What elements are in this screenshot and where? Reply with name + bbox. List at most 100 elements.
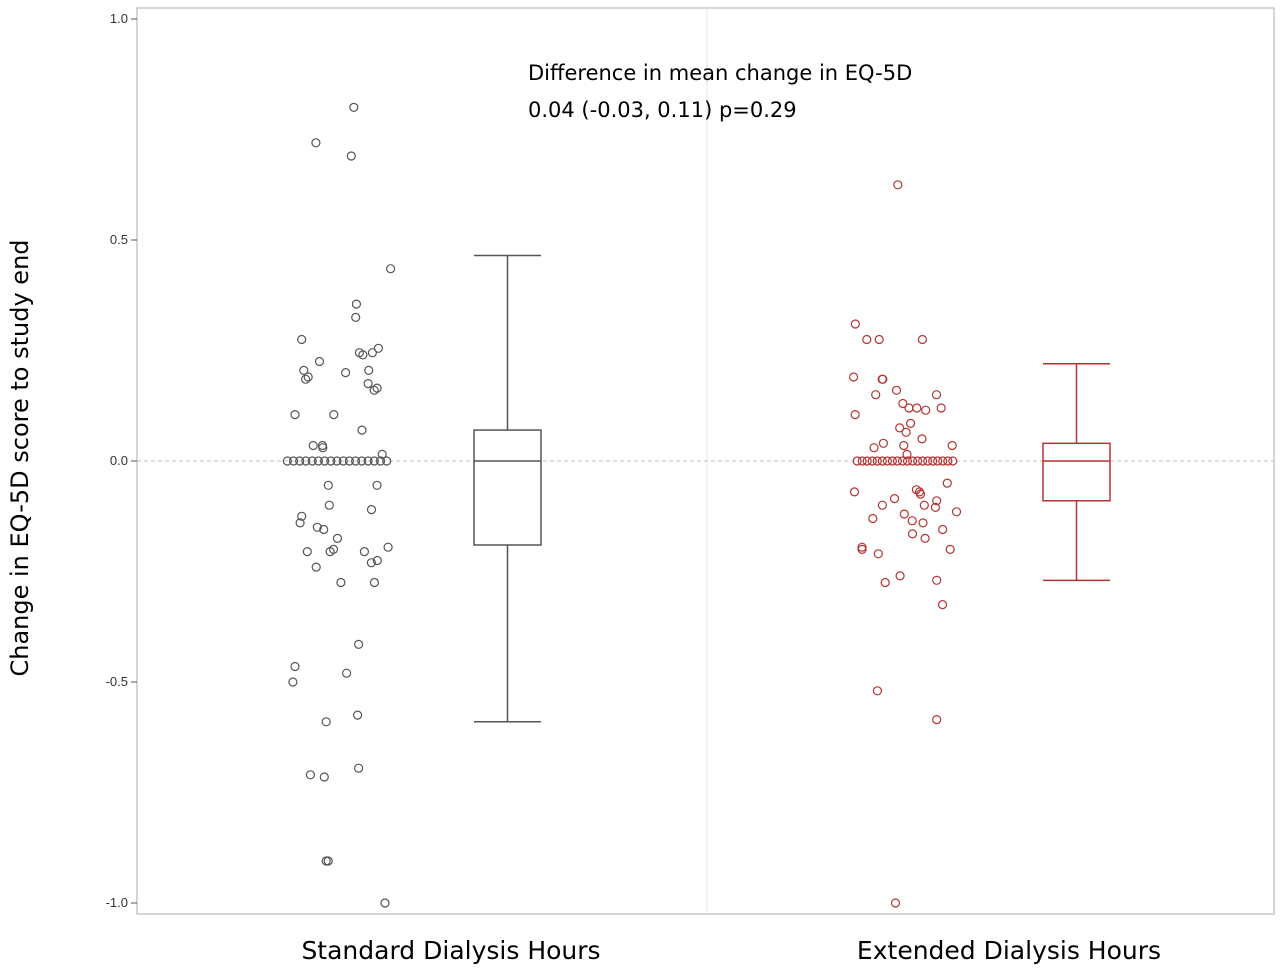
category-label-extended: Extended Dialysis Hours: [857, 936, 1161, 965]
data-point: [907, 529, 918, 539]
data-point: [341, 368, 351, 378]
data-point: [898, 398, 908, 409]
data-point: [382, 456, 392, 466]
data-point: [358, 350, 368, 360]
data-point: [375, 456, 386, 466]
data-point: [877, 456, 887, 466]
data-point: [919, 500, 929, 510]
data-point: [902, 449, 912, 459]
data-point: [877, 500, 888, 510]
data-point: [326, 456, 336, 466]
data-point: [917, 334, 928, 345]
data-point: [324, 500, 334, 510]
data-point: [288, 677, 298, 687]
data-point: [921, 405, 931, 415]
data-point: [369, 577, 379, 588]
data-point: [311, 562, 321, 572]
data-point: [290, 661, 300, 672]
data-point: [923, 456, 933, 466]
data-point: [880, 577, 890, 588]
data-point: [349, 102, 359, 113]
data-point: [344, 456, 354, 466]
data-point: [857, 456, 867, 466]
data-point: [363, 379, 373, 389]
data-point: [332, 456, 342, 466]
data-point: [862, 456, 872, 466]
data-point: [366, 505, 377, 515]
data-point: [363, 456, 373, 466]
data-point: [899, 509, 909, 519]
data-point: [904, 403, 914, 413]
data-point: [288, 456, 299, 466]
data-point: [897, 456, 908, 466]
data-point: [320, 456, 330, 466]
data-point: [380, 898, 390, 908]
data-point: [912, 403, 922, 413]
data-point: [336, 577, 346, 588]
data-point: [369, 456, 379, 466]
data-point: [313, 456, 323, 466]
data-point: [872, 456, 882, 466]
data-point: [301, 374, 311, 384]
data-point: [868, 513, 878, 524]
y-tick-label: -0.5: [106, 674, 128, 689]
data-point: [377, 449, 387, 459]
data-point: [878, 438, 889, 448]
data-point: [308, 440, 318, 451]
annotation-line-1: Difference in mean change in EQ-5D: [528, 61, 912, 85]
data-point: [948, 456, 958, 466]
data-point: [372, 383, 382, 393]
data-point: [366, 558, 376, 568]
data-point: [290, 410, 300, 420]
data-point: [372, 555, 382, 566]
data-point: [899, 440, 909, 451]
data-point: [928, 456, 938, 466]
data-point: [318, 443, 328, 453]
data-point: [373, 343, 383, 353]
data-point: [937, 599, 948, 610]
standard-dialysis-group: [282, 102, 542, 908]
data-point: [890, 898, 901, 908]
data-point: [932, 496, 942, 506]
data-point: [359, 546, 369, 557]
data-point: [367, 348, 377, 358]
data-point: [943, 456, 953, 466]
data-point: [915, 489, 926, 499]
data-point: [332, 533, 343, 544]
data-point: [319, 524, 329, 535]
data-point: [869, 443, 879, 453]
data-point: [354, 763, 364, 773]
y-tick-label: 1.0: [110, 11, 128, 26]
data-point: [902, 456, 913, 466]
data-point: [873, 549, 883, 559]
data-point: [874, 334, 884, 345]
category-label-standard: Standard Dialysis Hours: [301, 936, 600, 965]
data-point: [947, 440, 957, 451]
data-point: [932, 714, 942, 725]
extended-dialysis-group: [848, 180, 1111, 908]
data-point: [892, 456, 903, 466]
data-point: [938, 456, 948, 466]
data-point: [346, 151, 356, 161]
data-point: [862, 334, 872, 345]
data-point: [321, 717, 331, 727]
data-point: [297, 334, 307, 345]
data-point: [301, 456, 311, 466]
data-point: [302, 546, 312, 557]
data-point: [905, 418, 916, 428]
data-point: [895, 423, 905, 433]
interquartile-box: [1042, 442, 1111, 502]
data-point: [907, 516, 917, 526]
data-point: [295, 518, 305, 528]
data-point: [895, 571, 905, 581]
data-point: [354, 639, 364, 650]
interquartile-box: [473, 429, 542, 546]
data-point: [936, 403, 946, 413]
data-point: [907, 456, 918, 466]
data-point: [872, 686, 883, 696]
y-tick-label: -1.0: [106, 895, 128, 910]
data-point: [852, 456, 862, 466]
data-point: [357, 456, 367, 466]
data-point: [303, 372, 313, 382]
data-point: [867, 456, 877, 466]
